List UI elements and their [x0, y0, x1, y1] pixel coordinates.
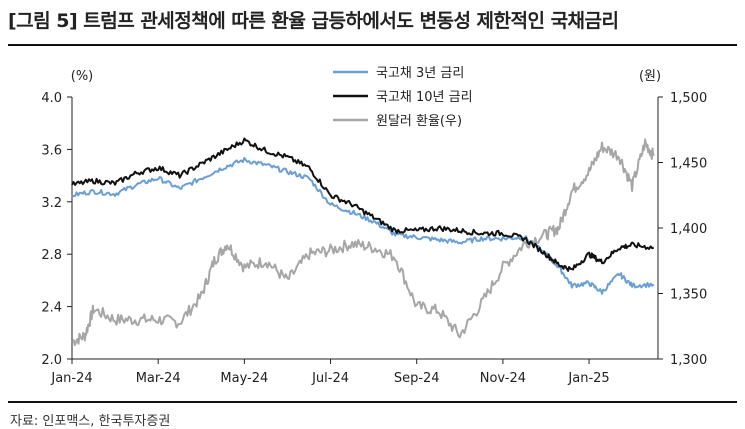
- right-tick-label: 1,400: [670, 222, 707, 237]
- left-tick-label: 4.0: [41, 91, 62, 106]
- x-tick-label: Jan-24: [50, 371, 92, 386]
- right-axis-ticks: 1,300 1,350 1,400 1,450 1,500: [658, 91, 707, 368]
- left-tick-label: 2.8: [41, 248, 62, 263]
- left-axis-ticks: 2.0 2.4 2.8 3.2 3.6 4.0: [41, 91, 72, 368]
- series-line-3: [71, 138, 655, 347]
- series-line-2: [71, 137, 655, 272]
- x-tick-label: Mar-24: [136, 371, 181, 386]
- x-tick-label: May-24: [220, 371, 268, 386]
- left-tick-label: 3.6: [41, 143, 62, 158]
- x-tick-label: Jan-25: [567, 371, 609, 386]
- x-tick-label: Jul-24: [311, 371, 349, 386]
- series-lines: [71, 137, 655, 347]
- right-tick-label: 1,500: [670, 91, 707, 106]
- right-tick-label: 1,450: [670, 157, 707, 172]
- source-rule: [8, 401, 737, 403]
- legend-label-2: 국고채 10년 금리: [376, 90, 473, 105]
- title-rule: [8, 44, 737, 46]
- x-tick-label: Sep-24: [394, 371, 440, 386]
- x-axis-ticks: Jan-24 Mar-24 May-24 Jul-24 Sep-24 Nov-24 Jan-…: [50, 359, 610, 386]
- left-tick-label: 2.4: [41, 301, 62, 316]
- x-tick-label: Nov-24: [480, 371, 526, 386]
- source-note: 자료: 인포맥스, 한국투자증권: [10, 414, 171, 429]
- right-axis-unit: (원): [639, 69, 661, 84]
- left-tick-label: 2.0: [41, 353, 62, 368]
- right-tick-label: 1,350: [670, 288, 707, 303]
- series-line-1: [71, 156, 655, 295]
- legend-label-1: 국고채 3년 금리: [376, 66, 464, 81]
- right-tick-label: 1,300: [670, 353, 707, 368]
- left-axis-unit: (%): [71, 69, 94, 84]
- legend-label-3: 원달러 환율(우): [376, 114, 462, 129]
- left-tick-label: 3.2: [41, 196, 62, 211]
- figure-title: [그림 5] 트럼프 관세정책에 따른 환율 급등하에서도 변동성 제한적인 국…: [8, 10, 619, 32]
